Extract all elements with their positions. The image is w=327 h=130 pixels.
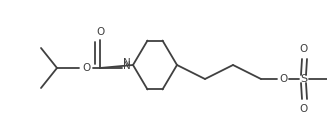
Text: N: N (123, 61, 131, 71)
Text: O: O (96, 27, 104, 37)
Text: O: O (82, 63, 90, 73)
Text: O: O (279, 74, 287, 84)
Text: N: N (123, 58, 131, 68)
Text: O: O (300, 44, 308, 54)
Text: S: S (301, 74, 308, 84)
Text: O: O (300, 104, 308, 114)
